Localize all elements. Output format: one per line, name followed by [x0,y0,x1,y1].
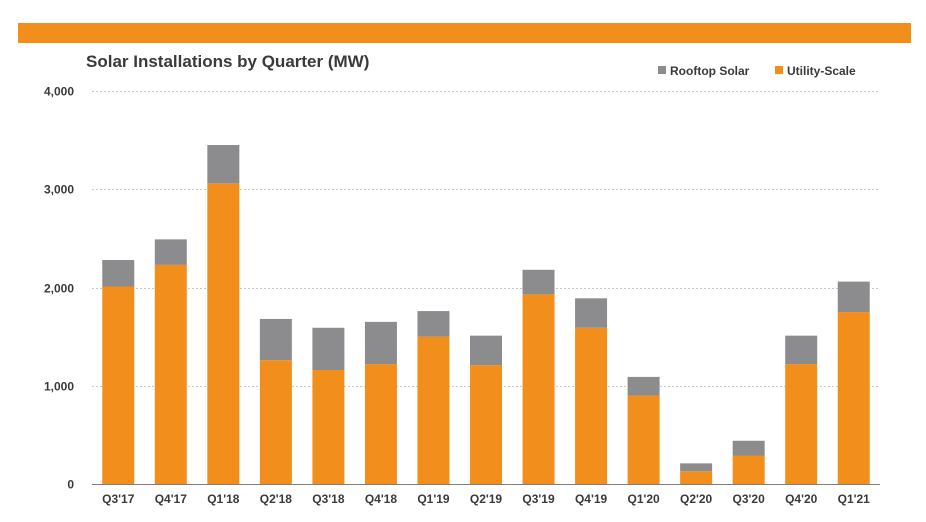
bar-utility-scale [732,455,765,484]
bar-utility-scale [154,264,187,484]
x-tick-label: Q1'21 [838,492,871,506]
y-tick-label: 0 [67,478,74,492]
bar-rooftop-solar [627,376,660,396]
bar-utility-scale [312,370,345,484]
y-tick-label: 2,000 [44,282,74,296]
legend-label: Utility-Scale [787,64,856,78]
bar-rooftop-solar [312,327,345,371]
bar-rooftop-solar [470,335,502,366]
bar-rooftop-solar [417,311,450,337]
x-tick-label: Q4'20 [785,492,818,506]
bar-utility-scale [627,395,660,484]
accent-banner [18,23,911,43]
y-axis-ticks: 0 1,000 2,000 3,000 4,000 [44,85,74,492]
chart-title: Solar Installations by Quarter (MW) [86,52,369,71]
y-tick-label: 4,000 [44,85,74,99]
x-tick-label: Q1'18 [207,492,240,506]
x-axis-ticks: Q3'17 Q4'17 Q1'18 Q2'18 Q3'18 Q4'18 Q1'19 Q2'19… [102,492,870,506]
bar-utility-scale [207,183,240,485]
bar-rooftop-solar [102,259,135,287]
bar-rooftop-solar [522,269,555,295]
bar-rooftop-solar [207,145,240,184]
x-tick-label: Q2'18 [260,492,293,506]
bar-utility-scale [522,294,555,484]
bar-rooftop-solar [364,321,397,365]
bar-utility-scale [470,365,502,484]
x-tick-label: Q3'19 [522,492,555,506]
y-tick-label: 3,000 [44,183,74,197]
bar-utility-scale [102,286,135,484]
x-tick-label: Q2'19 [470,492,503,506]
legend: Rooftop Solar Utility-Scale [658,64,856,78]
bar-rooftop-solar [575,298,608,328]
x-tick-label: Q3'18 [312,492,345,506]
x-tick-label: Q3'20 [733,492,766,506]
bar-rooftop-solar [732,440,765,456]
bar-utility-scale [575,327,608,484]
y-tick-label: 1,000 [44,380,74,394]
bar-rooftop-solar [785,335,818,365]
bar-rooftop-solar [259,318,292,361]
x-tick-label: Q4'19 [575,492,608,506]
bar-utility-scale [680,471,713,484]
x-tick-label: Q4'17 [155,492,188,506]
bar-utility-scale [837,312,870,484]
x-tick-label: Q4'18 [365,492,398,506]
x-tick-label: Q3'17 [102,492,135,506]
legend-label: Rooftop Solar [670,64,750,78]
bar-rooftop-solar [154,239,187,265]
x-tick-label: Q2'20 [680,492,713,506]
bar-utility-scale [364,364,397,484]
bars [102,145,870,485]
bar-rooftop-solar [680,463,713,472]
bar-utility-scale [785,364,818,484]
legend-swatch [775,66,783,74]
x-tick-label: Q1'19 [417,492,450,506]
x-tick-label: Q1'20 [627,492,660,506]
bar-utility-scale [259,360,292,484]
bar-rooftop-solar [837,281,870,313]
legend-swatch [658,66,666,74]
bar-utility-scale [417,336,450,484]
